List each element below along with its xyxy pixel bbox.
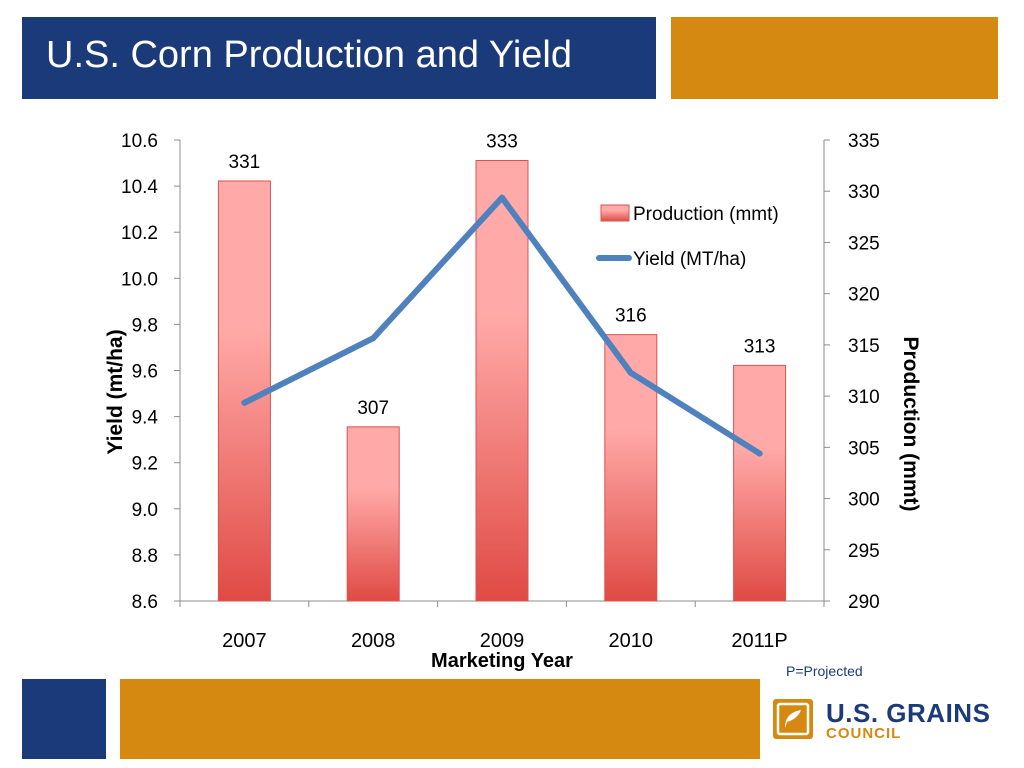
right-tick-label: 335 bbox=[848, 131, 880, 152]
yield-point bbox=[627, 369, 634, 376]
left-tick-label: 8.8 bbox=[132, 546, 158, 567]
left-tick-label: 10.4 bbox=[121, 177, 158, 198]
left-tick-label: 10.6 bbox=[121, 131, 158, 152]
y-left-axis-title: Yield (mt/ha) bbox=[104, 329, 127, 454]
right-tick-label: 290 bbox=[848, 592, 880, 613]
legend-yield-label: Yield (MT/ha) bbox=[633, 249, 746, 270]
production-data-label: 333 bbox=[486, 131, 518, 152]
yield-point bbox=[756, 450, 763, 457]
left-tick-label: 9.8 bbox=[132, 315, 158, 336]
right-tick-label: 305 bbox=[848, 438, 880, 459]
production-bar bbox=[604, 334, 658, 602]
left-tick-label: 9.4 bbox=[132, 408, 159, 429]
production-bar bbox=[733, 364, 787, 602]
right-tick-label: 295 bbox=[848, 541, 880, 562]
production-bar bbox=[475, 159, 529, 602]
logo-text-grains: U.S. GRAINS bbox=[826, 698, 991, 728]
production-data-label: 316 bbox=[615, 306, 647, 327]
projected-footnote: P=Projected bbox=[786, 663, 863, 679]
accent-block-bottom-gold bbox=[120, 679, 760, 759]
x-tick-label: 2010 bbox=[609, 630, 654, 652]
legend-production-label: Production (mmt) bbox=[633, 204, 779, 225]
left-tick-label: 10.0 bbox=[121, 269, 158, 290]
x-tick-label: 2009 bbox=[480, 630, 525, 652]
right-tick-label: 300 bbox=[848, 490, 880, 511]
right-tick-label: 310 bbox=[848, 387, 880, 408]
logo-text-council: COUNCIL bbox=[826, 725, 902, 742]
yield-point bbox=[370, 335, 377, 342]
left-tick-label: 9.2 bbox=[132, 454, 158, 475]
left-tick-label: 9.0 bbox=[132, 500, 158, 521]
title-bar: U.S. Corn Production and Yield bbox=[22, 17, 656, 99]
yield-point bbox=[241, 399, 248, 406]
y-right-axis-title: Production (mmt) bbox=[899, 337, 922, 512]
right-tick-label: 325 bbox=[848, 233, 880, 254]
right-tick-label: 320 bbox=[848, 285, 880, 306]
production-bar bbox=[346, 426, 400, 602]
right-tick-label: 330 bbox=[848, 182, 880, 203]
production-data-label: 313 bbox=[744, 336, 776, 357]
accent-block-bottom-blue bbox=[22, 679, 106, 759]
x-tick-label: 2007 bbox=[222, 630, 267, 652]
production-data-label: 307 bbox=[357, 398, 389, 419]
left-tick-label: 8.6 bbox=[132, 592, 158, 613]
yield-point bbox=[499, 194, 505, 201]
left-tick-label: 9.6 bbox=[132, 362, 158, 383]
legend-production-swatch bbox=[600, 204, 630, 222]
accent-block-top bbox=[671, 17, 998, 99]
usgc-logo: U.S. GRAINS COUNCIL bbox=[772, 698, 1002, 744]
x-tick-label: 2008 bbox=[351, 630, 396, 652]
x-axis-title: Marketing Year bbox=[431, 650, 573, 672]
slide-title: U.S. Corn Production and Yield bbox=[46, 34, 572, 76]
x-tick-label: 2011P bbox=[731, 630, 787, 652]
left-tick-label: 10.2 bbox=[121, 223, 158, 244]
right-tick-label: 315 bbox=[848, 336, 880, 357]
production-data-label: 331 bbox=[229, 152, 261, 173]
usgc-logo-icon bbox=[773, 699, 813, 739]
